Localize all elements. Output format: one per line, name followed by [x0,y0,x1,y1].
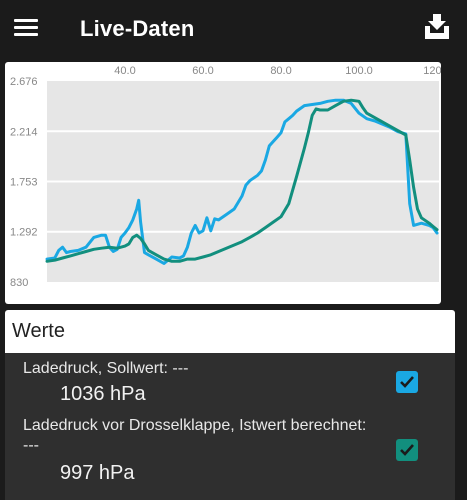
x-tick-label: 120.0 [423,65,441,77]
y-tick-label: 1.753 [10,177,38,189]
value-label: Ladedruck vor Drosselklappe, Istwert ber… [23,417,367,434]
checkmark-icon [400,444,414,456]
app-bar: Live-Daten [0,0,467,60]
series-1-line [45,98,439,265]
values-header: Werte [5,310,455,355]
page-title: Live-Daten [80,16,195,41]
series-2-line [45,98,439,263]
live-chart[interactable]: 2.676 2.214 1.753 1.292 830 40.0 60.0 80.0 100.0… [5,62,441,304]
value-label-continued: --- [23,437,39,454]
x-tick-label: 100.0 [345,65,373,77]
x-tick-label: 60.0 [192,65,213,77]
y-tick-label: 1.292 [10,227,38,239]
series-1-checkbox[interactable] [396,371,418,393]
download-tray-icon[interactable] [420,10,454,44]
x-tick-label: 80.0 [270,65,291,77]
values-section-title: Werte [12,320,65,342]
series-2-checkbox[interactable] [396,439,418,461]
y-tick-label: 2.676 [10,76,38,88]
y-tick-label: 2.214 [10,126,38,138]
checkmark-icon [400,376,414,388]
values-panel: Ladedruck, Sollwert: --- 1036 hPa Ladedr… [5,353,455,500]
value-reading: 997 hPa [60,462,135,484]
chart-svg: 2.676 2.214 1.753 1.292 830 40.0 60.0 80.0 100.0… [10,65,441,289]
value-label: Ladedruck, Sollwert: --- [23,360,189,377]
hamburger-menu-icon[interactable] [14,17,40,39]
y-tick-label: 830 [10,277,28,289]
value-reading: 1036 hPa [60,383,146,405]
x-tick-label: 40.0 [114,65,135,77]
